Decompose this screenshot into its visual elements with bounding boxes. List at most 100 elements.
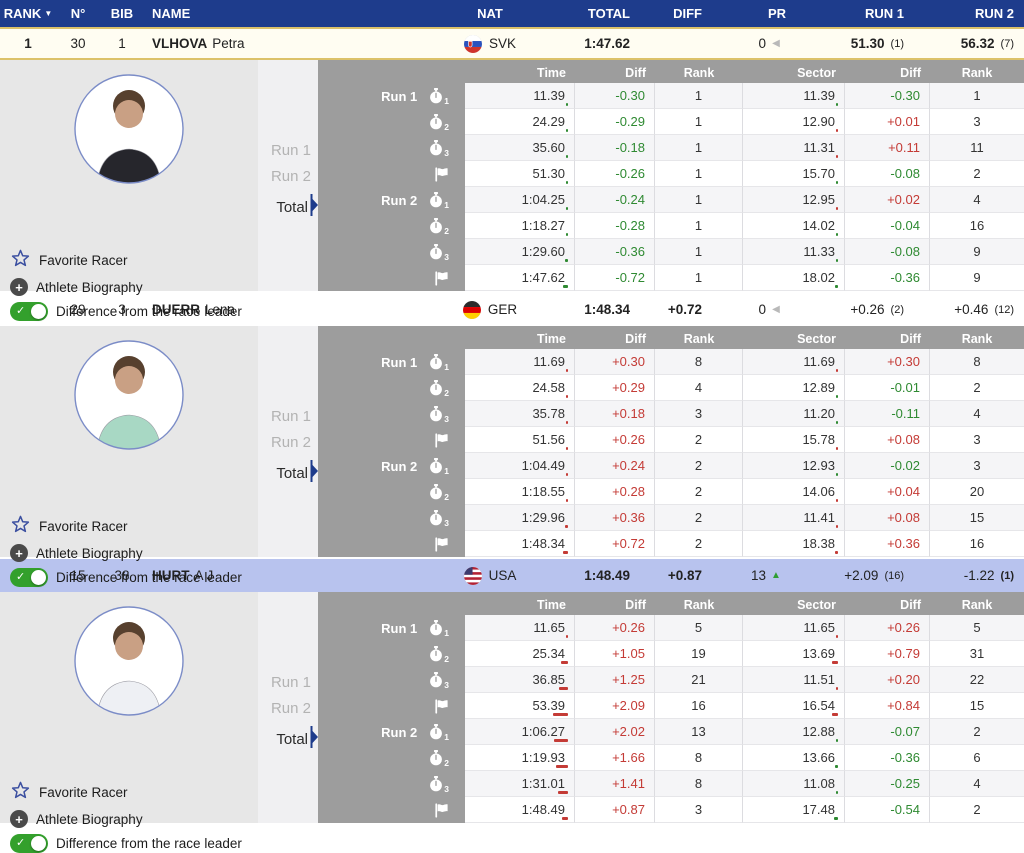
sector-rank-value: 4 xyxy=(973,776,981,791)
sector-diff-value: +0.08 xyxy=(887,510,920,525)
split-diff-value: +2.02 xyxy=(612,724,645,739)
sector-diff-value: +0.04 xyxy=(887,484,920,499)
favorite-racer-button[interactable]: Favorite Racer xyxy=(10,780,242,804)
split-diff-value: +1.66 xyxy=(612,750,645,765)
split-diff-cell: -0.28 xyxy=(575,213,655,239)
sector-diff-bar xyxy=(836,739,838,742)
split-time-cell: 53.39 xyxy=(465,693,575,719)
sector-time-cell: 12.89 xyxy=(743,375,845,401)
sector-rank-value: 2 xyxy=(973,380,981,395)
run2-rank: (1) xyxy=(1000,569,1014,582)
col-header-rank[interactable]: RANK ▼ xyxy=(0,0,56,27)
athlete-options: Favorite Racer + Athlete Biography ✓ Differe… xyxy=(10,514,242,587)
split-time-cell: 51.30 xyxy=(465,161,575,187)
tab-total-label: Total xyxy=(276,730,308,748)
difference-toggle-switch[interactable]: ✓ xyxy=(10,568,48,587)
checkpoint-number: 1 xyxy=(444,465,449,476)
sector-rank-cell: 9 xyxy=(930,239,1024,265)
tab-total[interactable]: Total xyxy=(276,194,318,220)
checkpoint-number: 2 xyxy=(444,491,449,502)
split-time-cell: 51.56 xyxy=(465,427,575,453)
split-time-cell: 24.29 xyxy=(465,109,575,135)
tab-total[interactable]: Total xyxy=(276,726,318,752)
split-row: Run 2 1 1:04.25 -0.24 1 12.95 +0.02 4 xyxy=(318,187,1024,213)
sector-time-cell: 16.54 xyxy=(743,693,845,719)
splits-header-sector-diff: Diff xyxy=(900,331,921,346)
athlete-photo-panel: Favorite Racer + Athlete Biography ✓ Differe… xyxy=(0,592,258,853)
difference-toggle-row[interactable]: ✓ Difference from the race leader xyxy=(10,302,242,321)
split-row: 2 24.29 -0.29 1 12.90 +0.01 3 xyxy=(318,109,1024,135)
split-time-cell: 25.34 xyxy=(465,641,575,667)
total-time-value: 1:48.34 xyxy=(584,302,630,317)
sector-diff-cell: -0.36 xyxy=(845,265,930,291)
racer-last-name: HURT xyxy=(152,568,190,583)
splits-header-time: Time xyxy=(537,331,566,346)
sector-diff-cell: +0.26 xyxy=(845,615,930,641)
sector-diff-cell: +0.30 xyxy=(845,349,930,375)
split-time-value: 11.69 xyxy=(533,354,565,369)
split-rank-cell: 1 xyxy=(655,239,743,265)
tab-run2[interactable]: Run 2 xyxy=(270,168,311,185)
flag-icon-ger xyxy=(462,300,481,319)
split-diff-cell: -0.29 xyxy=(575,109,655,135)
athlete-biography-button[interactable]: + Athlete Biography xyxy=(10,544,242,562)
finish-flag-icon xyxy=(434,698,449,714)
split-diff-cell: -0.18 xyxy=(575,135,655,161)
split-diff-value: +0.24 xyxy=(612,458,645,473)
difference-toggle-switch[interactable]: ✓ xyxy=(10,302,48,321)
athlete-biography-button[interactable]: + Athlete Biography xyxy=(10,810,242,828)
split-diff-cell: +0.30 xyxy=(575,349,655,375)
favorite-racer-label: Favorite Racer xyxy=(39,784,128,800)
split-rank-cell: 3 xyxy=(655,401,743,427)
tab-run2[interactable]: Run 2 xyxy=(270,700,311,717)
split-row: 2 1:19.93 +1.66 8 13.66 -0.36 6 xyxy=(318,745,1024,771)
tab-run2[interactable]: Run 2 xyxy=(270,434,311,451)
racer-summary-row[interactable]: 1 30 1 VLHOVA Petra SVK 1:47.62 0 ◀ 51.30 (1) 56.32… xyxy=(0,27,1024,60)
checkpoint-number: 1 xyxy=(444,361,449,372)
difference-toggle-row[interactable]: ✓ Difference from the race leader xyxy=(10,568,242,587)
split-time-value: 24.29 xyxy=(532,114,565,129)
tab-run1[interactable]: Run 1 xyxy=(270,408,311,425)
split-row: 1:48.34 +0.72 2 18.38 +0.36 16 xyxy=(318,531,1024,557)
favorite-racer-button[interactable]: Favorite Racer xyxy=(10,514,242,538)
split-rank-cell: 1 xyxy=(655,213,743,239)
split-row: 3 36.85 +1.25 21 11.51 +0.20 22 xyxy=(318,667,1024,693)
sector-diff-value: -0.08 xyxy=(890,166,920,181)
split-diff-cell: +1.66 xyxy=(575,745,655,771)
sector-diff-bar xyxy=(835,551,838,554)
split-row-label: Run 2 1 xyxy=(318,719,465,745)
athlete-biography-button[interactable]: + Athlete Biography xyxy=(10,278,242,296)
sector-time-value: 11.41 xyxy=(803,510,835,525)
checkpoint-2-icon: 2 xyxy=(429,750,449,767)
split-row-label: 2 xyxy=(318,479,465,505)
split-rank-value: 2 xyxy=(694,510,703,525)
split-row-label: 2 xyxy=(318,375,465,401)
split-diff-value: +0.18 xyxy=(612,406,645,421)
tab-run1[interactable]: Run 1 xyxy=(270,142,311,159)
favorite-racer-button[interactable]: Favorite Racer xyxy=(10,248,242,272)
col-header-rank-label: RANK xyxy=(3,6,42,21)
split-rank-cell: 1 xyxy=(655,161,743,187)
split-time-value: 35.60 xyxy=(532,140,565,155)
sector-time-cell: 11.41 xyxy=(743,505,845,531)
tab-run1[interactable]: Run 1 xyxy=(270,674,311,691)
total-diff-value xyxy=(632,29,704,58)
sector-rank-value: 6 xyxy=(973,750,981,765)
sector-time-cell: 18.38 xyxy=(743,531,845,557)
split-row-label: 3 xyxy=(318,505,465,531)
difference-toggle-row[interactable]: ✓ Difference from the race leader xyxy=(10,834,242,853)
tab-total-label: Total xyxy=(276,198,308,216)
split-time-cell: 24.58 xyxy=(465,375,575,401)
sector-time-value: 12.93 xyxy=(802,458,835,473)
finish-flag-icon xyxy=(434,802,449,818)
sector-diff-bar xyxy=(836,791,838,794)
sector-rank-cell: 20 xyxy=(930,479,1024,505)
split-row: 2 1:18.27 -0.28 1 14.02 -0.04 16 xyxy=(318,213,1024,239)
split-diff-cell: +2.02 xyxy=(575,719,655,745)
split-rank-cell: 1 xyxy=(655,187,743,213)
split-diff-value: -0.28 xyxy=(615,218,645,233)
splits-header-time: Time xyxy=(537,597,566,612)
difference-toggle-switch[interactable]: ✓ xyxy=(10,834,48,853)
racer-summary-row[interactable]: 2293DUERRLenaGER1:48.34+0.720◀+0.26(2)+0… xyxy=(0,293,1024,326)
tab-total[interactable]: Total xyxy=(276,460,318,486)
